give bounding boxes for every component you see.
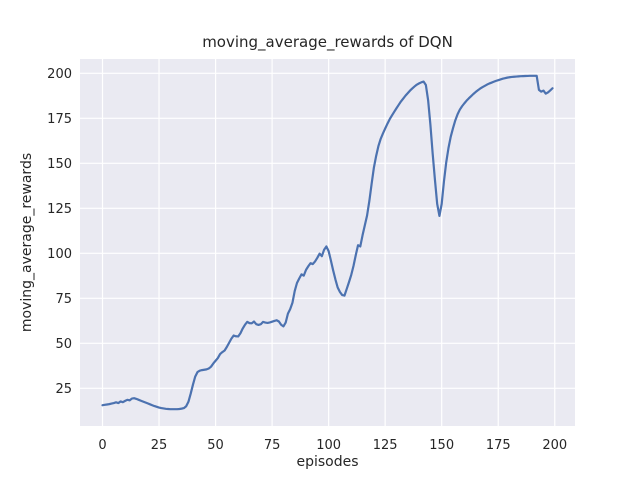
y-tick-label: 200 [47,67,72,82]
y-tick-label: 175 [47,112,72,127]
grid-lines [80,59,575,426]
x-tick-label: 75 [264,438,281,453]
y-axis-label: moving_average_rewards [19,153,35,332]
y-tick-label: 25 [55,382,72,397]
y-axis-tick-labels: 25 50 75 100 125 150 175 200 [47,67,72,397]
y-tick-label: 125 [47,202,72,217]
x-tick-label: 25 [151,438,168,453]
x-tick-label: 200 [542,438,567,453]
x-tick-label: 125 [373,438,398,453]
y-tick-label: 50 [55,337,72,352]
y-tick-label: 75 [55,292,72,307]
x-tick-label: 50 [207,438,224,453]
data-line-moving-average-rewards [101,74,554,411]
y-tick-label: 100 [47,247,72,262]
x-axis-tick-labels: 0 25 50 75 100 125 150 175 200 [98,438,567,453]
plot-area [80,59,575,426]
y-tick-label: 150 [47,157,72,172]
x-tick-label: 100 [316,438,341,453]
chart-title: moving_average_rewards of DQN [202,33,453,52]
x-tick-label: 150 [429,438,454,453]
x-axis-label: episodes [296,454,358,470]
x-tick-label: 0 [98,438,106,453]
x-tick-label: 175 [486,438,511,453]
